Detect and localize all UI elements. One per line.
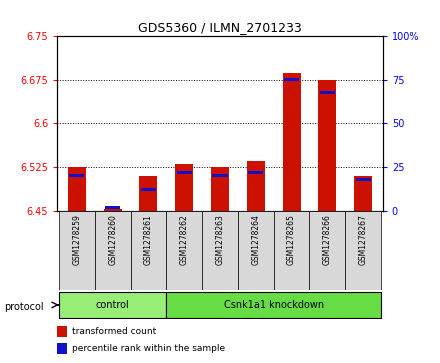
Text: Csnk1a1 knockdown: Csnk1a1 knockdown <box>224 300 324 310</box>
Text: GSM1278260: GSM1278260 <box>108 215 117 265</box>
Text: GSM1278261: GSM1278261 <box>144 215 153 265</box>
Bar <box>309 211 345 290</box>
Bar <box>274 211 309 290</box>
Bar <box>175 164 193 211</box>
Text: GSM1278266: GSM1278266 <box>323 215 332 265</box>
Bar <box>345 211 381 290</box>
Bar <box>319 80 336 211</box>
Bar <box>105 205 120 208</box>
Bar <box>95 211 131 290</box>
Text: percentile rank within the sample: percentile rank within the sample <box>72 344 225 353</box>
Bar <box>213 174 227 177</box>
Bar <box>166 211 202 290</box>
Bar <box>211 167 229 211</box>
Text: GSM1278267: GSM1278267 <box>359 215 368 265</box>
Bar <box>238 211 274 290</box>
Bar <box>247 161 265 211</box>
Text: protocol: protocol <box>4 302 44 312</box>
Bar <box>104 209 121 211</box>
Bar <box>59 211 95 290</box>
Text: control: control <box>96 300 129 310</box>
Bar <box>57 326 67 337</box>
Bar <box>141 188 156 191</box>
Bar <box>166 292 381 318</box>
Bar <box>284 78 299 81</box>
Text: GSM1278264: GSM1278264 <box>251 215 260 265</box>
Bar <box>69 174 84 177</box>
Text: transformed count: transformed count <box>72 327 156 336</box>
Text: GSM1278262: GSM1278262 <box>180 215 189 265</box>
Text: GSM1278265: GSM1278265 <box>287 215 296 265</box>
Bar <box>282 73 301 211</box>
Text: GSM1278259: GSM1278259 <box>72 215 81 265</box>
Bar <box>354 176 372 211</box>
Bar <box>202 211 238 290</box>
Bar <box>248 171 264 174</box>
Title: GDS5360 / ILMN_2701233: GDS5360 / ILMN_2701233 <box>138 21 302 34</box>
Bar <box>176 171 192 174</box>
Bar <box>57 343 67 354</box>
Text: GSM1278263: GSM1278263 <box>216 215 224 265</box>
Bar <box>356 178 371 181</box>
Bar <box>68 167 86 211</box>
Bar <box>59 292 166 318</box>
Bar <box>139 176 158 211</box>
Bar <box>131 211 166 290</box>
Bar <box>320 91 335 94</box>
